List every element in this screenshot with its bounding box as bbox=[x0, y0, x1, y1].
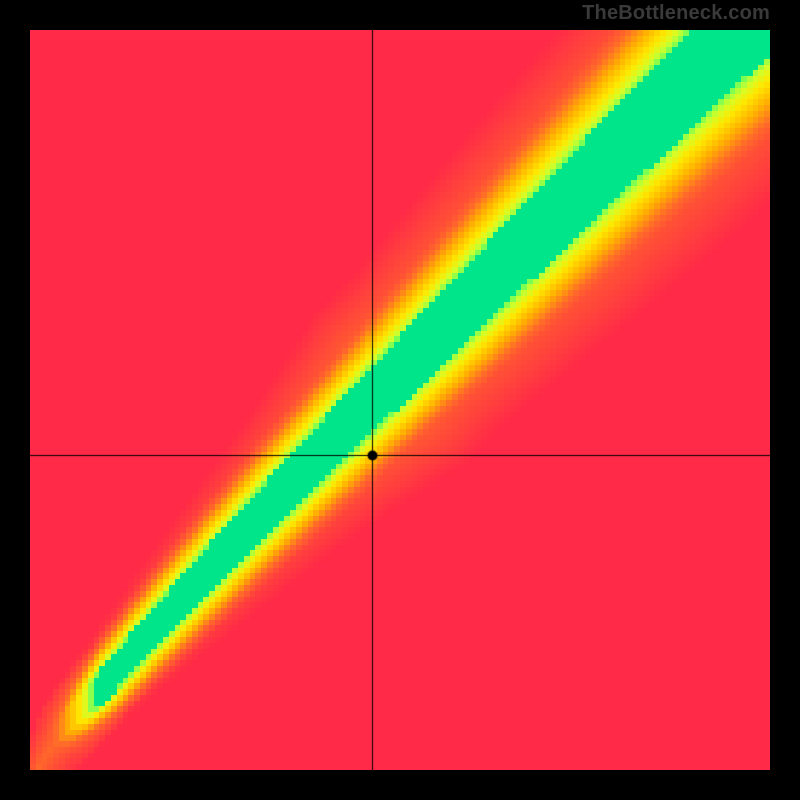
chart-frame: TheBottleneck.com bbox=[0, 0, 800, 800]
bottleneck-heatmap bbox=[30, 30, 770, 770]
watermark-label: TheBottleneck.com bbox=[582, 2, 770, 25]
plot-area bbox=[30, 30, 770, 770]
